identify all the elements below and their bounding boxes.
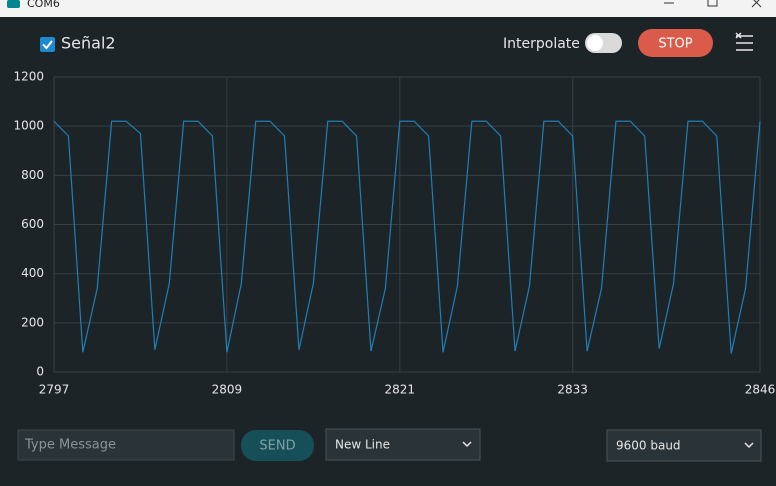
maximize-button[interactable] <box>707 0 718 7</box>
dropdown-arrow <box>462 441 472 448</box>
y-tick-label: 1000 <box>13 119 44 133</box>
y-tick-label: 400 <box>21 266 44 280</box>
send-label: SEND <box>259 439 295 454</box>
series-checkbox[interactable] <box>40 37 55 52</box>
menu-icon[interactable] <box>735 32 753 51</box>
interpolate-label: Interpolate <box>503 36 580 52</box>
x-tick-label: 2797 <box>39 383 70 397</box>
toggle-knob <box>587 35 603 51</box>
y-tick-label: 1200 <box>13 70 44 84</box>
plot: 0 200 400 600 800 1000 1200 2797 2809 2821 2833 284… <box>13 70 775 397</box>
title-bar <box>0 0 776 17</box>
window-title: COM6 <box>27 0 60 10</box>
line-ending-select[interactable] <box>325 428 481 461</box>
y-tick-label: 600 <box>21 217 44 231</box>
baud-select[interactable] <box>606 429 762 462</box>
x-tick-label: 2846 <box>745 383 776 397</box>
x-tick-label: 2833 <box>557 383 588 397</box>
y-tick-label: 800 <box>21 168 44 182</box>
close-button[interactable] <box>751 0 762 8</box>
x-tick-label: 2809 <box>212 383 243 397</box>
dropdown-arrow <box>744 442 754 449</box>
message-placeholder: Type Message <box>24 438 116 453</box>
checkmark <box>42 40 53 50</box>
app-icon <box>7 0 20 8</box>
series-label: Señal2 <box>61 34 116 53</box>
line-ending-label: New Line <box>335 438 390 452</box>
y-tick-label: 200 <box>21 315 44 329</box>
stop-label: STOP <box>658 37 692 52</box>
send-button[interactable] <box>241 430 314 461</box>
baud-label: 9600 baud <box>616 439 681 453</box>
y-tick-label: 0 <box>36 365 44 379</box>
stop-button[interactable] <box>638 29 713 57</box>
x-tick-label: 2821 <box>385 383 416 397</box>
series-line <box>53 120 761 354</box>
message-input[interactable] <box>17 429 235 461</box>
